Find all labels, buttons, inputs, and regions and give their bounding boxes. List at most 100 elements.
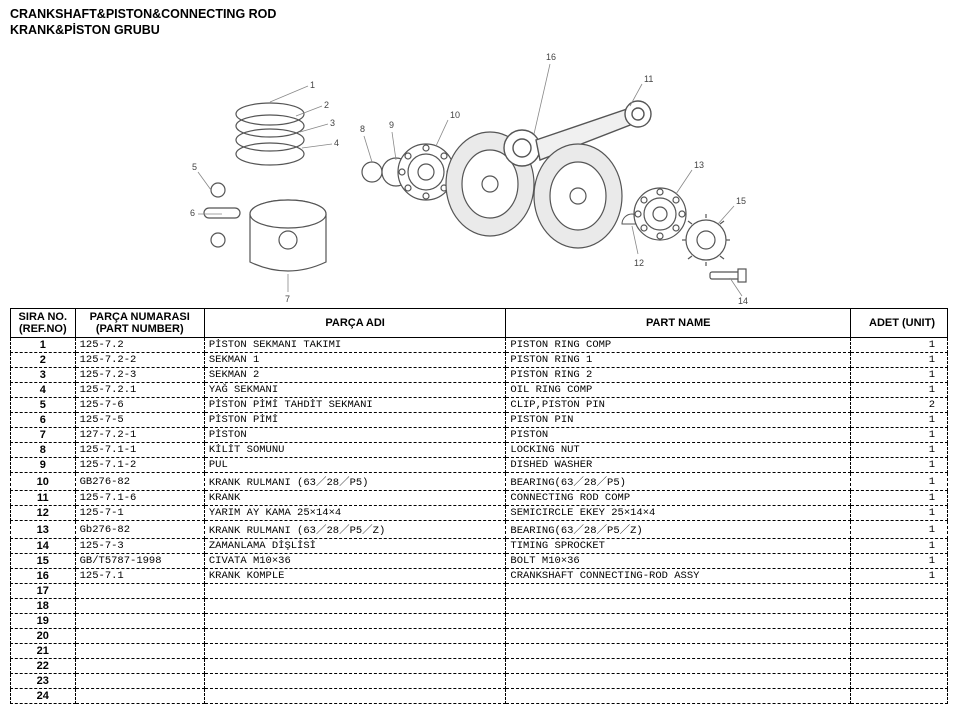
cell-part — [75, 689, 204, 704]
cell-no: 18 — [11, 599, 76, 614]
cell-no: 23 — [11, 674, 76, 689]
cell-qty — [851, 614, 948, 629]
table-row: 16125-7.1KRANK KOMPLECRANKSHAFT CONNECTI… — [11, 569, 948, 584]
cell-part: 125-7-3 — [75, 539, 204, 554]
cell-tr — [204, 644, 506, 659]
cell-qty: 1 — [851, 458, 948, 473]
cell-part: Gb276-82 — [75, 521, 204, 539]
table-row: 23 — [11, 674, 948, 689]
cell-qty: 1 — [851, 554, 948, 569]
cell-qty: 1 — [851, 413, 948, 428]
cell-qty — [851, 659, 948, 674]
cell-tr: PİSTON — [204, 428, 506, 443]
cell-no: 16 — [11, 569, 76, 584]
th-en: PART NAME — [506, 309, 851, 338]
cell-en — [506, 599, 851, 614]
svg-text:14: 14 — [738, 296, 748, 304]
cell-no: 10 — [11, 473, 76, 491]
cell-tr: CIVATA M10×36 — [204, 554, 506, 569]
cell-en — [506, 659, 851, 674]
cell-tr: KRANK KOMPLE — [204, 569, 506, 584]
table-row: 6125-7-5PİSTON PİMİPISTON PIN1 — [11, 413, 948, 428]
parts-table-container: SIRA NO. (REF.NO) PARÇA NUMARASI (PART N… — [10, 308, 948, 704]
cell-tr: KRANK — [204, 491, 506, 506]
cell-en: BEARING(63／28／P5) — [506, 473, 851, 491]
cell-no: 4 — [11, 383, 76, 398]
table-row: 19 — [11, 614, 948, 629]
svg-text:13: 13 — [694, 160, 704, 170]
cell-en — [506, 689, 851, 704]
svg-text:16: 16 — [546, 52, 556, 62]
cell-qty: 1 — [851, 353, 948, 368]
cell-no: 20 — [11, 629, 76, 644]
cell-en: OIL RING COMP — [506, 383, 851, 398]
cell-no: 2 — [11, 353, 76, 368]
svg-text:9: 9 — [389, 120, 394, 130]
cell-no: 6 — [11, 413, 76, 428]
cell-part — [75, 629, 204, 644]
cell-qty: 1 — [851, 368, 948, 383]
cell-qty — [851, 584, 948, 599]
cell-qty: 1 — [851, 428, 948, 443]
cell-part — [75, 644, 204, 659]
cell-no: 14 — [11, 539, 76, 554]
svg-text:4: 4 — [334, 138, 339, 148]
cell-part: 125-7.2-3 — [75, 368, 204, 383]
cell-en — [506, 674, 851, 689]
cell-part: 125-7-6 — [75, 398, 204, 413]
cell-en — [506, 614, 851, 629]
cell-en: CLIP,PISTON PIN — [506, 398, 851, 413]
cell-tr: PİSTON SEKMANI TAKIMI — [204, 338, 506, 353]
cell-en — [506, 584, 851, 599]
cell-en: CRANKSHAFT CONNECTING-ROD ASSY — [506, 569, 851, 584]
cell-tr — [204, 599, 506, 614]
table-row: 22 — [11, 659, 948, 674]
table-row: 8125-7.1-1KİLİT SOMUNULOCKING NUT1 — [11, 443, 948, 458]
page-title-block: CRANKSHAFT&PISTON&CONNECTING ROD KRANK&P… — [10, 6, 276, 39]
cell-tr: PİSTON PİMİ — [204, 413, 506, 428]
cell-tr — [204, 629, 506, 644]
th-qty: ADET (UNIT) — [851, 309, 948, 338]
table-row: 9125-7.1-2PULDISHED WASHER1 — [11, 458, 948, 473]
cell-no: 22 — [11, 659, 76, 674]
cell-no: 21 — [11, 644, 76, 659]
cell-qty: 2 — [851, 398, 948, 413]
cell-tr: YARIM AY KAMA 25×14×4 — [204, 506, 506, 521]
table-row: 4125-7.2.1YAĞ SEKMANIOIL RING COMP1 — [11, 383, 948, 398]
th-no: SIRA NO. (REF.NO) — [11, 309, 76, 338]
cell-tr — [204, 659, 506, 674]
table-row: 12125-7-1YARIM AY KAMA 25×14×4SEMICIRCLE… — [11, 506, 948, 521]
cell-tr: KRANK RULMANI (63／28／P5／Z) — [204, 521, 506, 539]
cell-part: 127-7.2-1 — [75, 428, 204, 443]
table-row: 13Gb276-82KRANK RULMANI (63／28／P5／Z)BEAR… — [11, 521, 948, 539]
cell-part — [75, 674, 204, 689]
cell-en: PISTON RING 2 — [506, 368, 851, 383]
svg-text:6: 6 — [190, 208, 195, 218]
cell-tr: PUL — [204, 458, 506, 473]
cell-no: 19 — [11, 614, 76, 629]
cell-part: GB/T5787-1998 — [75, 554, 204, 569]
title-line-1: CRANKSHAFT&PISTON&CONNECTING ROD — [10, 6, 276, 22]
cell-en: PISTON RING 1 — [506, 353, 851, 368]
cell-qty: 1 — [851, 383, 948, 398]
cell-en: DISHED WASHER — [506, 458, 851, 473]
cell-tr: SEKMAN 1 — [204, 353, 506, 368]
svg-text:5: 5 — [192, 162, 197, 172]
table-row: 14125-7-3ZAMANLAMA DİŞLİSİTIMING SPROCKE… — [11, 539, 948, 554]
svg-text:1: 1 — [310, 80, 315, 90]
table-row: 5125-7-6PİSTON PİMİ TAHDİT SEKMANICLIP,P… — [11, 398, 948, 413]
table-row: 10GB276-82KRANK RULMANI (63／28／P5)BEARIN… — [11, 473, 948, 491]
table-row: 3125-7.2-3SEKMAN 2PISTON RING 21 — [11, 368, 948, 383]
cell-no: 3 — [11, 368, 76, 383]
table-row: 15GB/T5787-1998CIVATA M10×36BOLT M10×361 — [11, 554, 948, 569]
cell-no: 11 — [11, 491, 76, 506]
table-row: 7127-7.2-1PİSTONPISTON1 — [11, 428, 948, 443]
cell-qty — [851, 674, 948, 689]
cell-no: 9 — [11, 458, 76, 473]
cell-en: BOLT M10×36 — [506, 554, 851, 569]
svg-text:11: 11 — [644, 74, 653, 84]
cell-part: 125-7-5 — [75, 413, 204, 428]
cell-no: 15 — [11, 554, 76, 569]
table-row: 20 — [11, 629, 948, 644]
cell-en: BEARING(63／28／P5／Z) — [506, 521, 851, 539]
